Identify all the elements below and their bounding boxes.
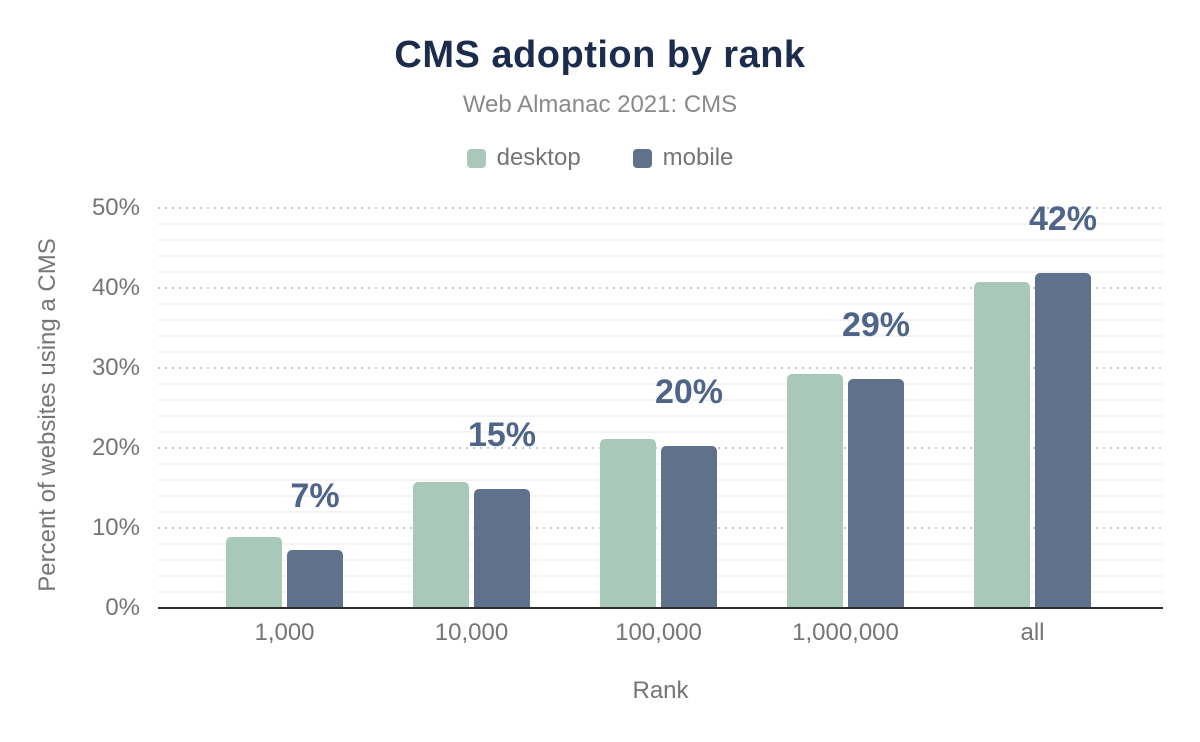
minor-gridline: [158, 511, 1163, 513]
plot-area: 7% 1,000 15% 10,000 20% 100,000 29% 1,000,000 42…: [158, 200, 1163, 646]
bar-mobile[interactable]: [474, 488, 530, 608]
bar-group: 7% 1,000: [191, 208, 378, 646]
y-tick-label: 30%: [91, 354, 140, 381]
legend-item-mobile[interactable]: mobile: [632, 144, 734, 172]
minor-gridline: [158, 351, 1163, 353]
desktop-swatch-icon: [466, 148, 486, 168]
mobile-swatch-icon: [632, 148, 652, 168]
minor-gridline: [158, 271, 1163, 273]
bar-group: 29% 1,000,000: [752, 208, 939, 646]
minor-gridline: [158, 399, 1163, 401]
minor-gridline: [158, 303, 1163, 305]
major-gridline: [158, 207, 1163, 209]
minor-gridline: [158, 559, 1163, 561]
x-tick-label: 100,000: [615, 619, 702, 646]
x-tick-label: 10,000: [434, 619, 509, 646]
minor-gridline: [158, 335, 1163, 337]
x-tick-label: all: [1020, 619, 1045, 646]
y-tick-label: 10%: [91, 514, 140, 541]
bar-mobile[interactable]: [1035, 272, 1091, 608]
legend-label: mobile: [662, 144, 734, 171]
data-label: 7%: [290, 476, 340, 515]
bar-group: 42% all: [939, 200, 1126, 646]
bar-groups: 7% 1,000 15% 10,000 20% 100,000 29% 1,000,000 42…: [191, 200, 1126, 646]
x-tick-label: 1,000,000: [792, 619, 899, 646]
major-gridline: [158, 287, 1163, 289]
chart-legend: desktop mobile: [0, 144, 1200, 172]
y-tick-label: 20%: [91, 434, 140, 461]
data-label: 29%: [841, 306, 911, 345]
bar-mobile[interactable]: [661, 445, 717, 608]
minor-gridline: [158, 255, 1163, 257]
bar-desktop[interactable]: [413, 482, 469, 608]
bar-group: 15% 10,000: [378, 208, 565, 646]
minor-gridline: [158, 383, 1163, 385]
x-tick-label: 1,000: [254, 619, 315, 646]
major-gridline: [158, 527, 1163, 529]
minor-gridline: [158, 479, 1163, 481]
bar-desktop[interactable]: [974, 282, 1030, 608]
y-tick-label: 50%: [91, 194, 140, 221]
minor-gridline: [158, 463, 1163, 465]
x-axis-line: [158, 607, 1163, 609]
data-label: 15%: [467, 415, 537, 454]
bar-group: 20% 100,000: [565, 208, 752, 646]
bar-desktop[interactable]: [226, 536, 282, 608]
major-gridline: [158, 367, 1163, 369]
bar-desktop[interactable]: [600, 439, 656, 608]
minor-gridline: [158, 415, 1163, 417]
legend-label: desktop: [496, 144, 581, 171]
legend-item-desktop[interactable]: desktop: [466, 144, 581, 172]
minor-gridline: [158, 431, 1163, 433]
y-tick-label: 40%: [91, 274, 140, 301]
minor-gridline: [158, 591, 1163, 593]
minor-gridline: [158, 223, 1163, 225]
bar-desktop[interactable]: [787, 373, 843, 608]
chart-subtitle: Web Almanac 2021: CMS: [462, 91, 738, 118]
data-label: 20%: [654, 372, 724, 411]
bar-mobile[interactable]: [848, 379, 904, 608]
chart-title: CMS adoption by rank: [394, 34, 806, 76]
minor-gridline: [158, 319, 1163, 321]
minor-gridline: [158, 575, 1163, 577]
bar-mobile[interactable]: [287, 549, 343, 608]
y-axis: 0% 10% 20% 30% 40% 50%: [0, 194, 140, 621]
minor-gridline: [158, 543, 1163, 545]
data-label: 42%: [1028, 199, 1098, 238]
major-gridline: [158, 447, 1163, 449]
minor-gridline: [158, 495, 1163, 497]
y-tick-label: 0%: [105, 594, 140, 621]
minor-gridline: [158, 239, 1163, 241]
x-axis-title: Rank: [632, 677, 689, 704]
